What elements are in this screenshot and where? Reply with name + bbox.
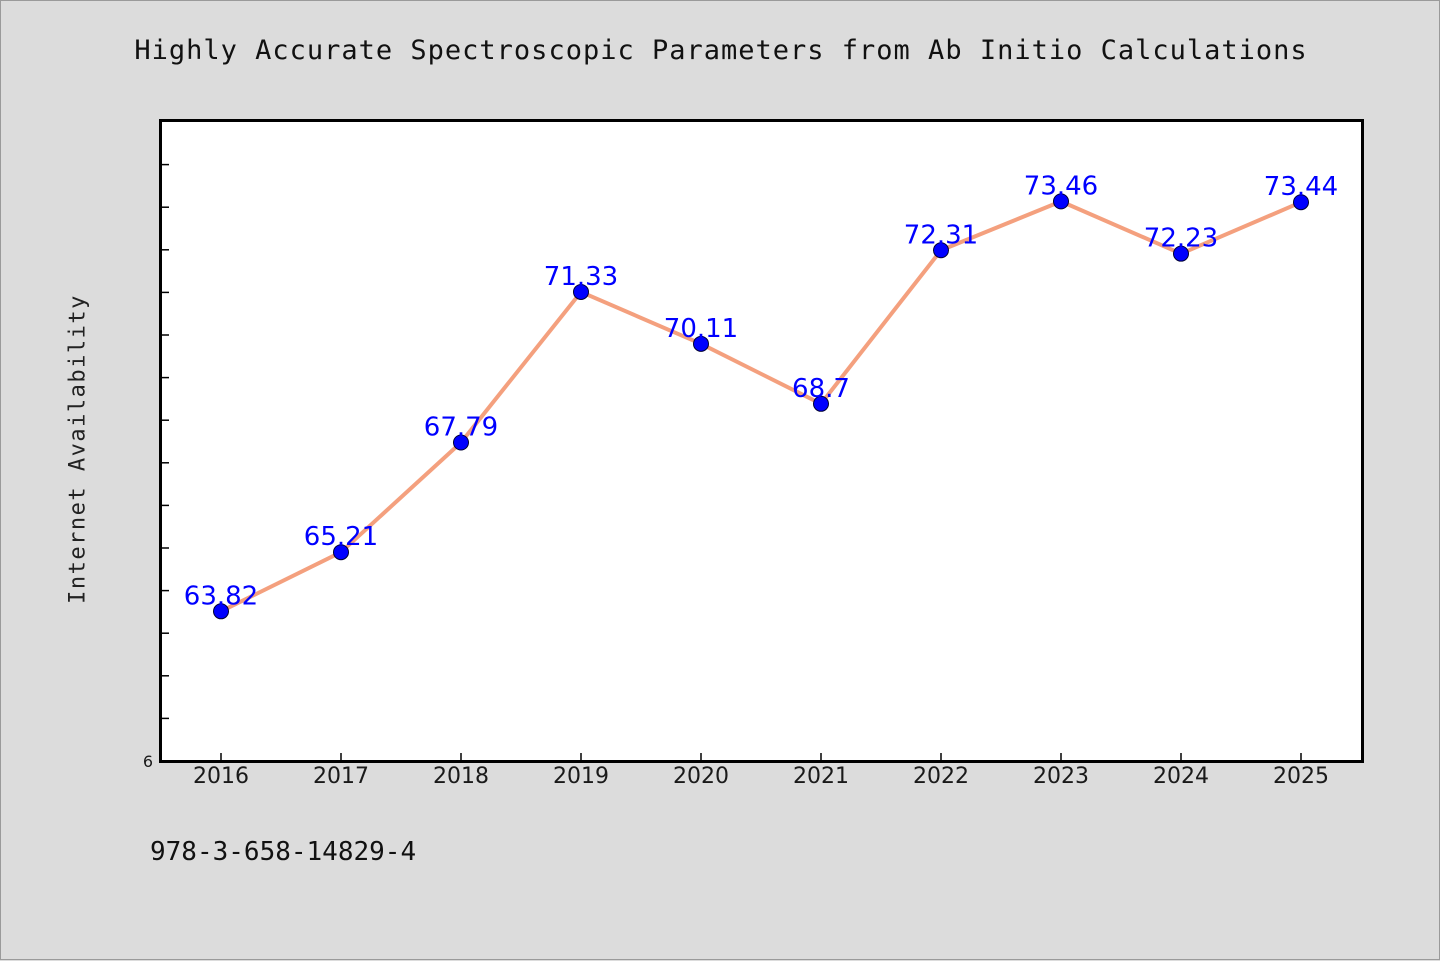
isbn-footer: 978-3-658-14829-4 <box>150 837 417 867</box>
chart-title: Highly Accurate Spectroscopic Parameters… <box>134 35 1308 66</box>
x-axis-ticks: 2016 2017 2018 2019 2020 2021 2022 2023 2024 2025 <box>193 753 1329 789</box>
data-label: 71.33 <box>544 262 618 292</box>
data-point <box>453 434 469 451</box>
data-point <box>1173 245 1189 262</box>
data-point <box>933 242 949 259</box>
series-line <box>219 199 1303 614</box>
y-tick-label: 6 <box>143 752 153 771</box>
data-label: 68.7 <box>792 374 850 404</box>
data-label: 65.21 <box>304 522 378 552</box>
x-tick-label: 2017 <box>313 764 369 789</box>
x-tick-label: 2016 <box>193 764 249 789</box>
x-tick-label: 2023 <box>1033 764 1089 789</box>
data-label: 73.44 <box>1264 172 1338 202</box>
data-label: 72.31 <box>904 220 978 250</box>
y-axis-ticks: 6 <box>143 163 169 771</box>
data-point <box>333 544 349 561</box>
data-point <box>573 283 589 300</box>
data-point <box>1293 194 1309 211</box>
data-point <box>213 603 229 620</box>
data-label: 73.46 <box>1024 171 1098 201</box>
x-tick-label: 2021 <box>793 764 849 789</box>
data-point <box>813 395 829 412</box>
x-tick-label: 2024 <box>1153 764 1209 789</box>
series-markers <box>213 193 1309 620</box>
data-label: 72.23 <box>1144 224 1218 254</box>
x-tick-label: 2019 <box>553 764 609 789</box>
data-label: 70.11 <box>664 314 738 344</box>
x-tick-label: 2018 <box>433 764 489 789</box>
data-label: 63.82 <box>184 581 258 611</box>
x-tick-label: 2020 <box>673 764 729 789</box>
data-labels: 63.82 65.21 67.79 71.33 70.11 68.7 72.31 73.46 7… <box>184 171 1338 611</box>
x-tick-label: 2022 <box>913 764 969 789</box>
data-point <box>693 335 709 352</box>
plot-area <box>159 119 1364 763</box>
data-point <box>1053 193 1069 210</box>
data-label: 67.79 <box>424 412 498 442</box>
x-tick-label: 2025 <box>1273 764 1329 789</box>
